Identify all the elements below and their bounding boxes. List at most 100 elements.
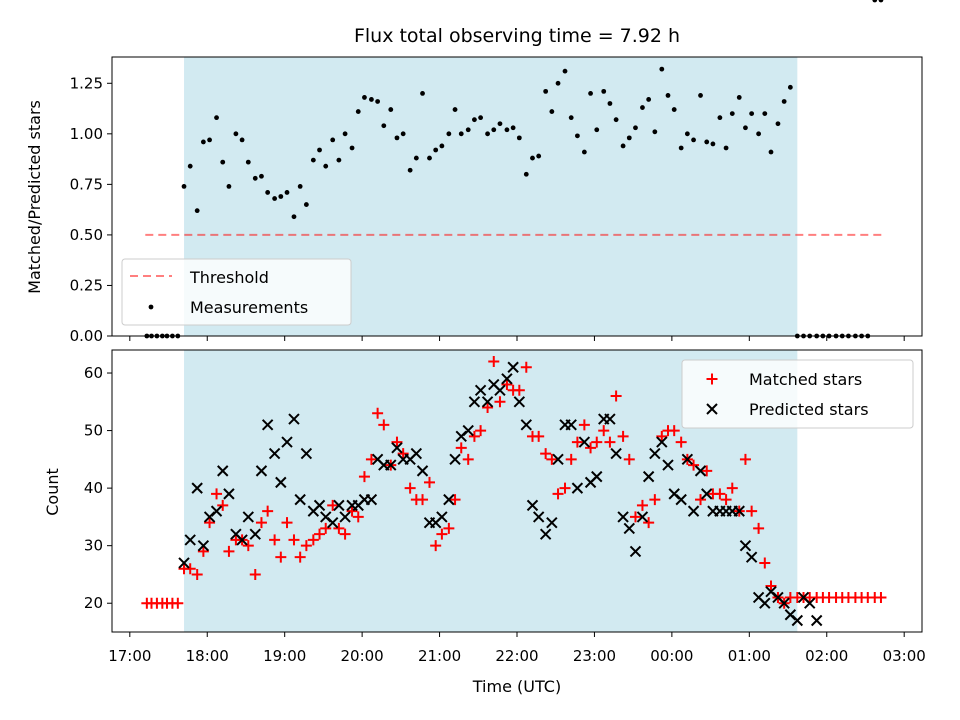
measurement-point	[458, 131, 464, 137]
measurement-point	[233, 131, 239, 137]
measurement-point	[194, 208, 200, 214]
predicted-star-point	[656, 436, 668, 448]
predicted-star-point	[604, 413, 616, 425]
matched-star-point	[720, 494, 732, 506]
predicted-star-point	[210, 505, 223, 517]
matched-star-point	[391, 436, 403, 448]
matched-star-point	[629, 511, 641, 523]
predicted-star-point	[565, 419, 577, 431]
measurement-point	[284, 190, 290, 195]
matched-star-point	[294, 551, 306, 563]
count-x-tick-label: 21:00	[418, 647, 461, 665]
measurement-point	[536, 153, 542, 159]
ratio-y-tick-label: 0.00	[70, 327, 103, 345]
matched-star-point	[636, 499, 648, 511]
matched-star-point	[540, 448, 552, 460]
matched-star-point	[184, 563, 196, 575]
matched-star-point	[617, 430, 629, 442]
matched-star-point	[346, 505, 358, 517]
predicted-star-point	[449, 453, 461, 466]
predicted-star-point	[532, 511, 545, 523]
matched-star-point	[559, 482, 571, 494]
measurement-point	[420, 90, 425, 96]
matched-star-point	[333, 522, 345, 534]
matched-star-point	[269, 534, 281, 546]
measurement-point	[400, 131, 406, 137]
matched-star-point	[520, 361, 532, 373]
measurement-point	[736, 95, 742, 100]
matched-star-point	[300, 540, 312, 552]
predicted-star-point	[436, 511, 448, 523]
measurement-point	[640, 105, 645, 110]
measurement-point	[394, 135, 400, 141]
predicted-star-point	[249, 528, 261, 540]
predicted-star-point	[629, 545, 642, 558]
count-y-axis-label: Count	[43, 468, 62, 516]
matched-star-point	[449, 494, 461, 506]
measurement-point	[633, 125, 638, 131]
predicted-star-point	[416, 465, 429, 477]
count-x-tick-label: 23:00	[573, 647, 616, 665]
predicted-star-point	[513, 396, 526, 408]
matched-star-point	[475, 425, 487, 437]
predicted-star-point	[391, 442, 403, 454]
measurement-point	[581, 149, 587, 155]
matched-star-point	[262, 505, 274, 517]
measurement-point	[214, 115, 219, 121]
predicted-star-point	[546, 516, 558, 529]
measurement-point	[252, 175, 258, 181]
measurement-point	[698, 93, 703, 98]
predicted-star-point	[255, 465, 268, 477]
measurement-point	[646, 97, 652, 102]
matched-star-point	[656, 430, 668, 442]
predicted-star-point	[261, 419, 274, 431]
matched-star-point	[688, 459, 700, 471]
count-x-ticks: 17:00 18:00 19:00 20:00 21:00 22:00 23:00 00:00…	[108, 632, 926, 665]
measurement-point	[652, 129, 658, 135]
measurement-point	[272, 196, 278, 201]
predicted-star-point	[552, 453, 564, 466]
predicted-star-point	[636, 511, 649, 523]
count-y-tick-label: 30	[84, 537, 103, 555]
matched-star-point	[358, 471, 370, 483]
measurement-point	[497, 121, 503, 127]
ratio-legend-measurements-swatch	[148, 304, 154, 310]
measurement-point	[226, 183, 232, 189]
ratio-y-tick-label: 0.75	[70, 175, 103, 193]
measurement-point	[181, 183, 187, 189]
count-points	[141, 356, 887, 627]
predicted-star-point	[591, 470, 603, 483]
measurement-point	[291, 214, 297, 220]
matched-star-point	[172, 597, 184, 609]
measurement-point	[446, 131, 452, 137]
measurement-point	[872, 0, 878, 3]
matched-star-point	[217, 499, 229, 511]
matched-star-point	[649, 494, 661, 506]
predicted-star-point	[733, 505, 745, 517]
measurement-point	[775, 121, 781, 127]
predicted-star-point	[339, 511, 351, 523]
ratio-y-ticks: 0.00 0.25 0.50 0.75 1.00 1.25	[70, 74, 112, 345]
matched-star-point	[546, 453, 558, 465]
matched-star-point	[211, 488, 223, 500]
matched-star-point	[281, 517, 293, 529]
measurement-point	[743, 125, 748, 131]
count-legend: Matched stars Predicted stars	[681, 359, 914, 429]
measurement-point	[781, 99, 787, 104]
matched-star-point	[753, 522, 765, 534]
predicted-star-point	[481, 396, 494, 408]
predicted-star-point	[739, 539, 752, 552]
measurement-point	[516, 135, 522, 141]
measurement-point	[375, 99, 381, 104]
measurement-point	[678, 145, 684, 151]
predicted-star-point	[642, 470, 655, 483]
predicted-star-point	[294, 493, 306, 506]
measurement-point	[303, 202, 309, 207]
count-x-tick-label: 17:00	[108, 647, 151, 665]
matched-star-point	[468, 430, 480, 442]
matched-star-point	[204, 517, 216, 529]
predicted-star-point	[539, 528, 552, 540]
matched-star-point	[695, 494, 707, 506]
measurement-point	[510, 125, 516, 131]
ratio-y-tick-label: 1.25	[70, 74, 103, 92]
